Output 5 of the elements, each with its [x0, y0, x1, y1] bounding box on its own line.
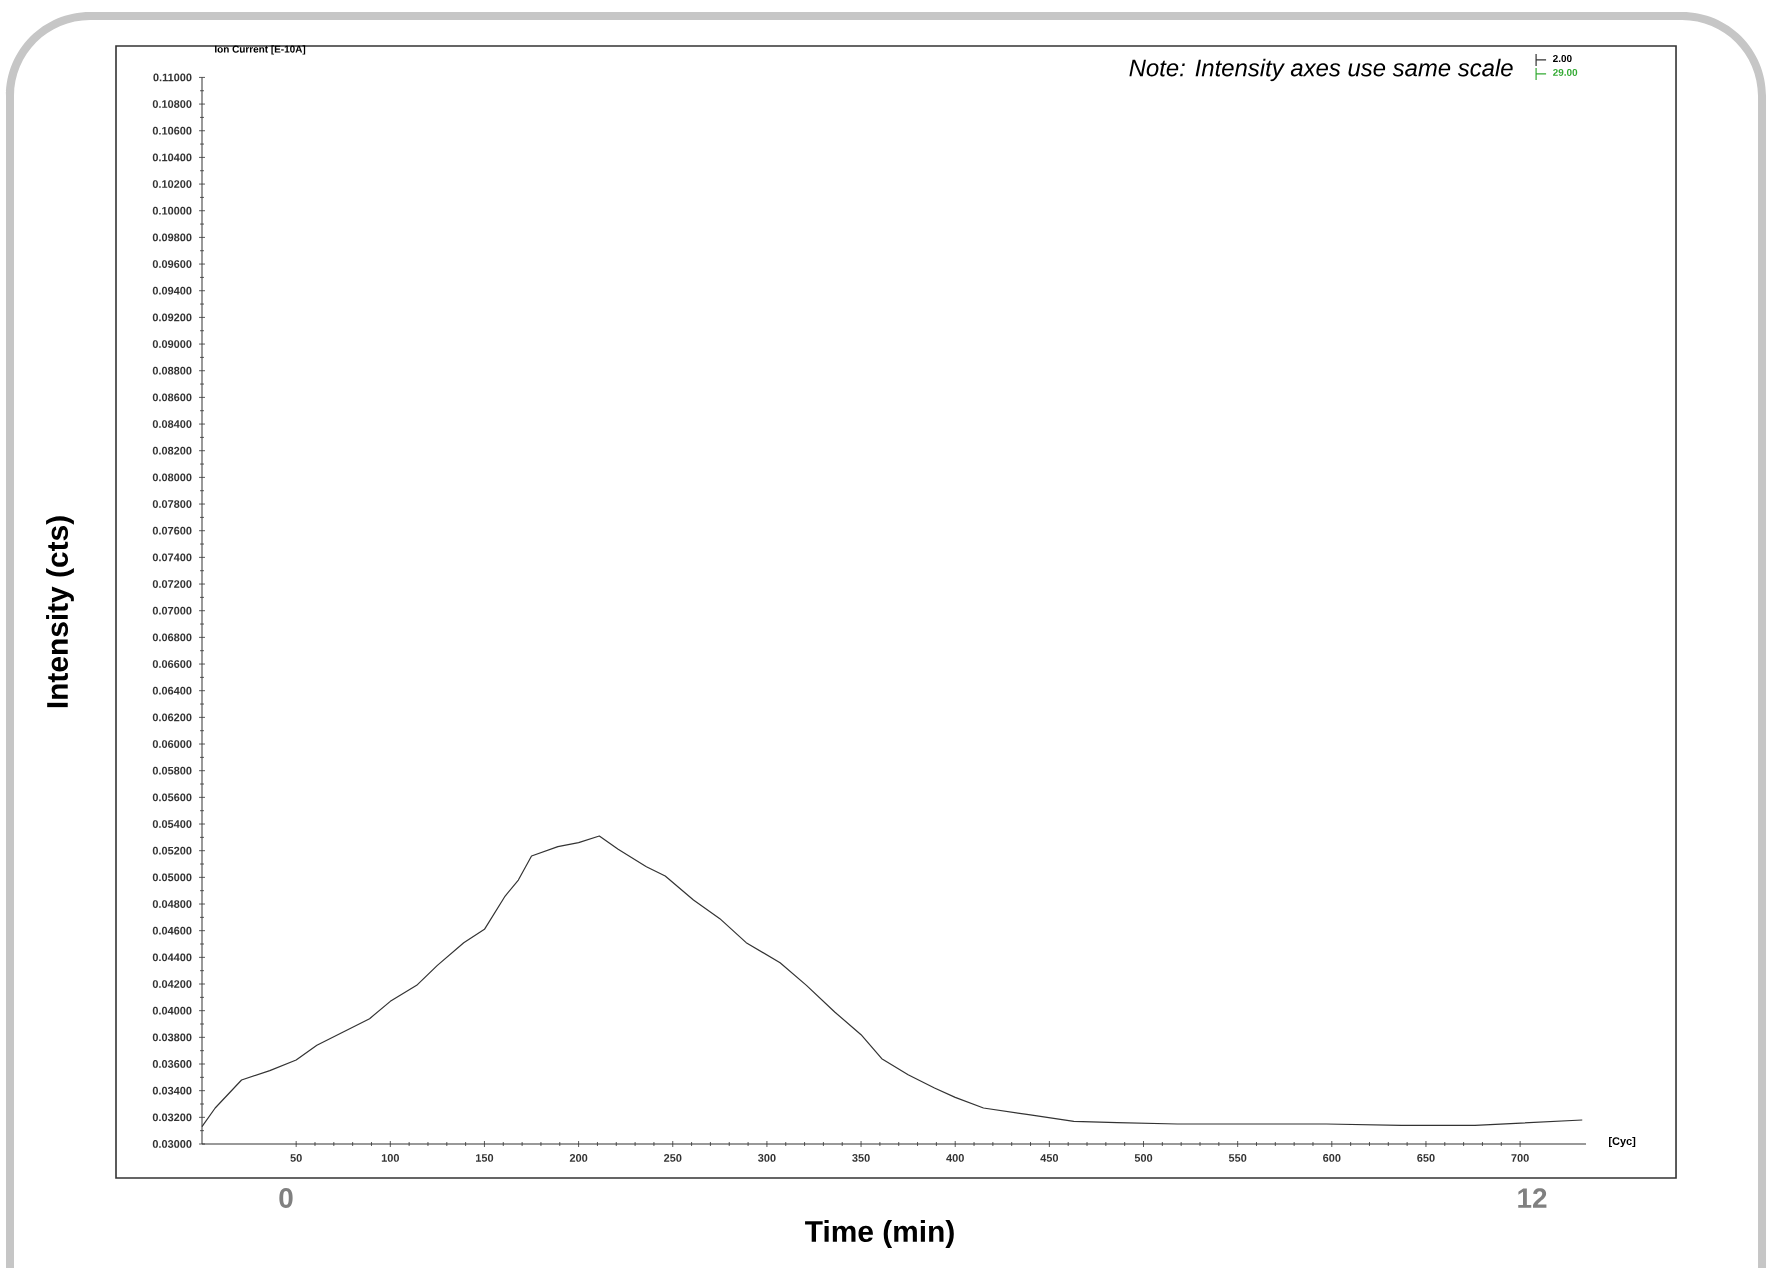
text: 0	[279, 1188, 293, 1208]
text: 12	[1518, 1188, 1547, 1208]
y-axis-title: Intensity (cts)	[46, 516, 74, 708]
x-axis-title: Time (min)	[805, 1220, 954, 1248]
annotation: Note: Intensity axes use same scale	[1129, 58, 1513, 82]
